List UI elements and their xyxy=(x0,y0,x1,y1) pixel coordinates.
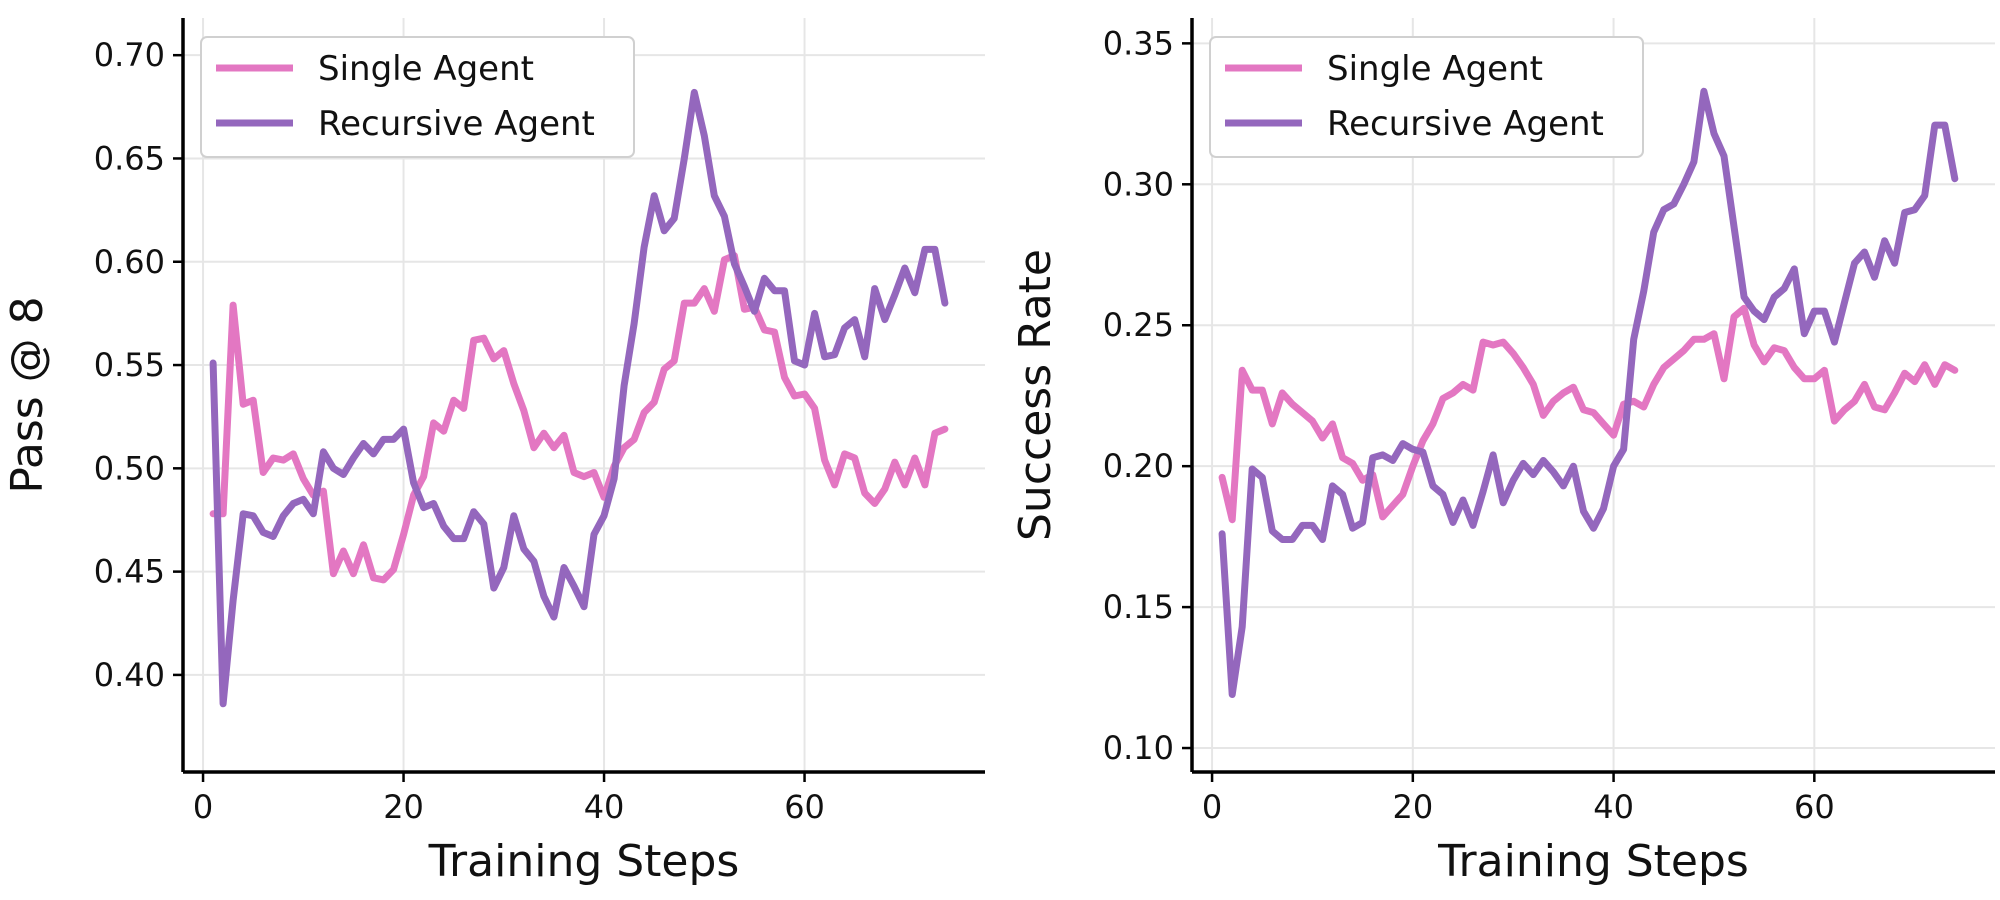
legend-box xyxy=(1209,36,1644,158)
y-tick-label: 0.15 xyxy=(1103,588,1174,626)
y-tick-label: 0.25 xyxy=(1103,306,1174,344)
y-axis-label: Success Rate xyxy=(1010,249,1061,541)
x-axis-label: Training Steps xyxy=(1437,836,1749,887)
legend-label-single-agent: Single Agent xyxy=(1327,49,1543,89)
legend-box xyxy=(200,36,635,158)
y-tick-label: 0.55 xyxy=(94,346,165,384)
legend-label-recursive-agent: Recursive Agent xyxy=(318,104,595,144)
legend: Single Agent Recursive Agent xyxy=(1209,36,1644,158)
legend-label-single-agent: Single Agent xyxy=(318,49,534,89)
success-rate-chart: 0 20 40 60 0.10 0.15 0.20 0.25 0.30 0.35 Training … xyxy=(1010,18,1995,887)
x-tick-label: 20 xyxy=(383,788,424,826)
x-tick-label: 0 xyxy=(1202,788,1222,826)
x-tick-label: 40 xyxy=(584,788,625,826)
x-tick-label: 0 xyxy=(193,788,213,826)
y-tick-label: 0.40 xyxy=(94,656,165,694)
y-tick-label: 0.60 xyxy=(94,243,165,281)
y-tick-label: 0.45 xyxy=(94,553,165,591)
legend-label-recursive-agent: Recursive Agent xyxy=(1327,104,1604,144)
x-axis-label: Training Steps xyxy=(428,836,740,887)
y-tick-label: 0.10 xyxy=(1103,729,1174,767)
series-line-recursive-agent xyxy=(1218,87,1959,698)
x-tick-label: 60 xyxy=(1794,788,1835,826)
y-tick-label: 0.65 xyxy=(94,139,165,177)
y-tick-label: 0.70 xyxy=(94,36,165,74)
y-tick-label: 0.30 xyxy=(1103,165,1174,203)
series-line-recursive-agent xyxy=(209,88,949,708)
series-line-single-agent xyxy=(209,252,949,584)
legend: Single Agent Recursive Agent xyxy=(200,36,635,158)
y-tick-label: 0.35 xyxy=(1103,24,1174,62)
y-tick-label: 0.50 xyxy=(94,449,165,487)
pass-at-8-chart: 0 20 40 60 0.40 0.45 0.50 0.55 0.60 0.65 0.70 Train… xyxy=(2,18,985,887)
series-line-single-agent xyxy=(1218,304,1959,524)
x-tick-label: 60 xyxy=(784,788,825,826)
y-tick-label: 0.20 xyxy=(1103,447,1174,485)
x-tick-label: 20 xyxy=(1392,788,1433,826)
x-tick-label: 40 xyxy=(1593,788,1634,826)
y-axis-label: Pass @ 8 xyxy=(2,296,53,493)
